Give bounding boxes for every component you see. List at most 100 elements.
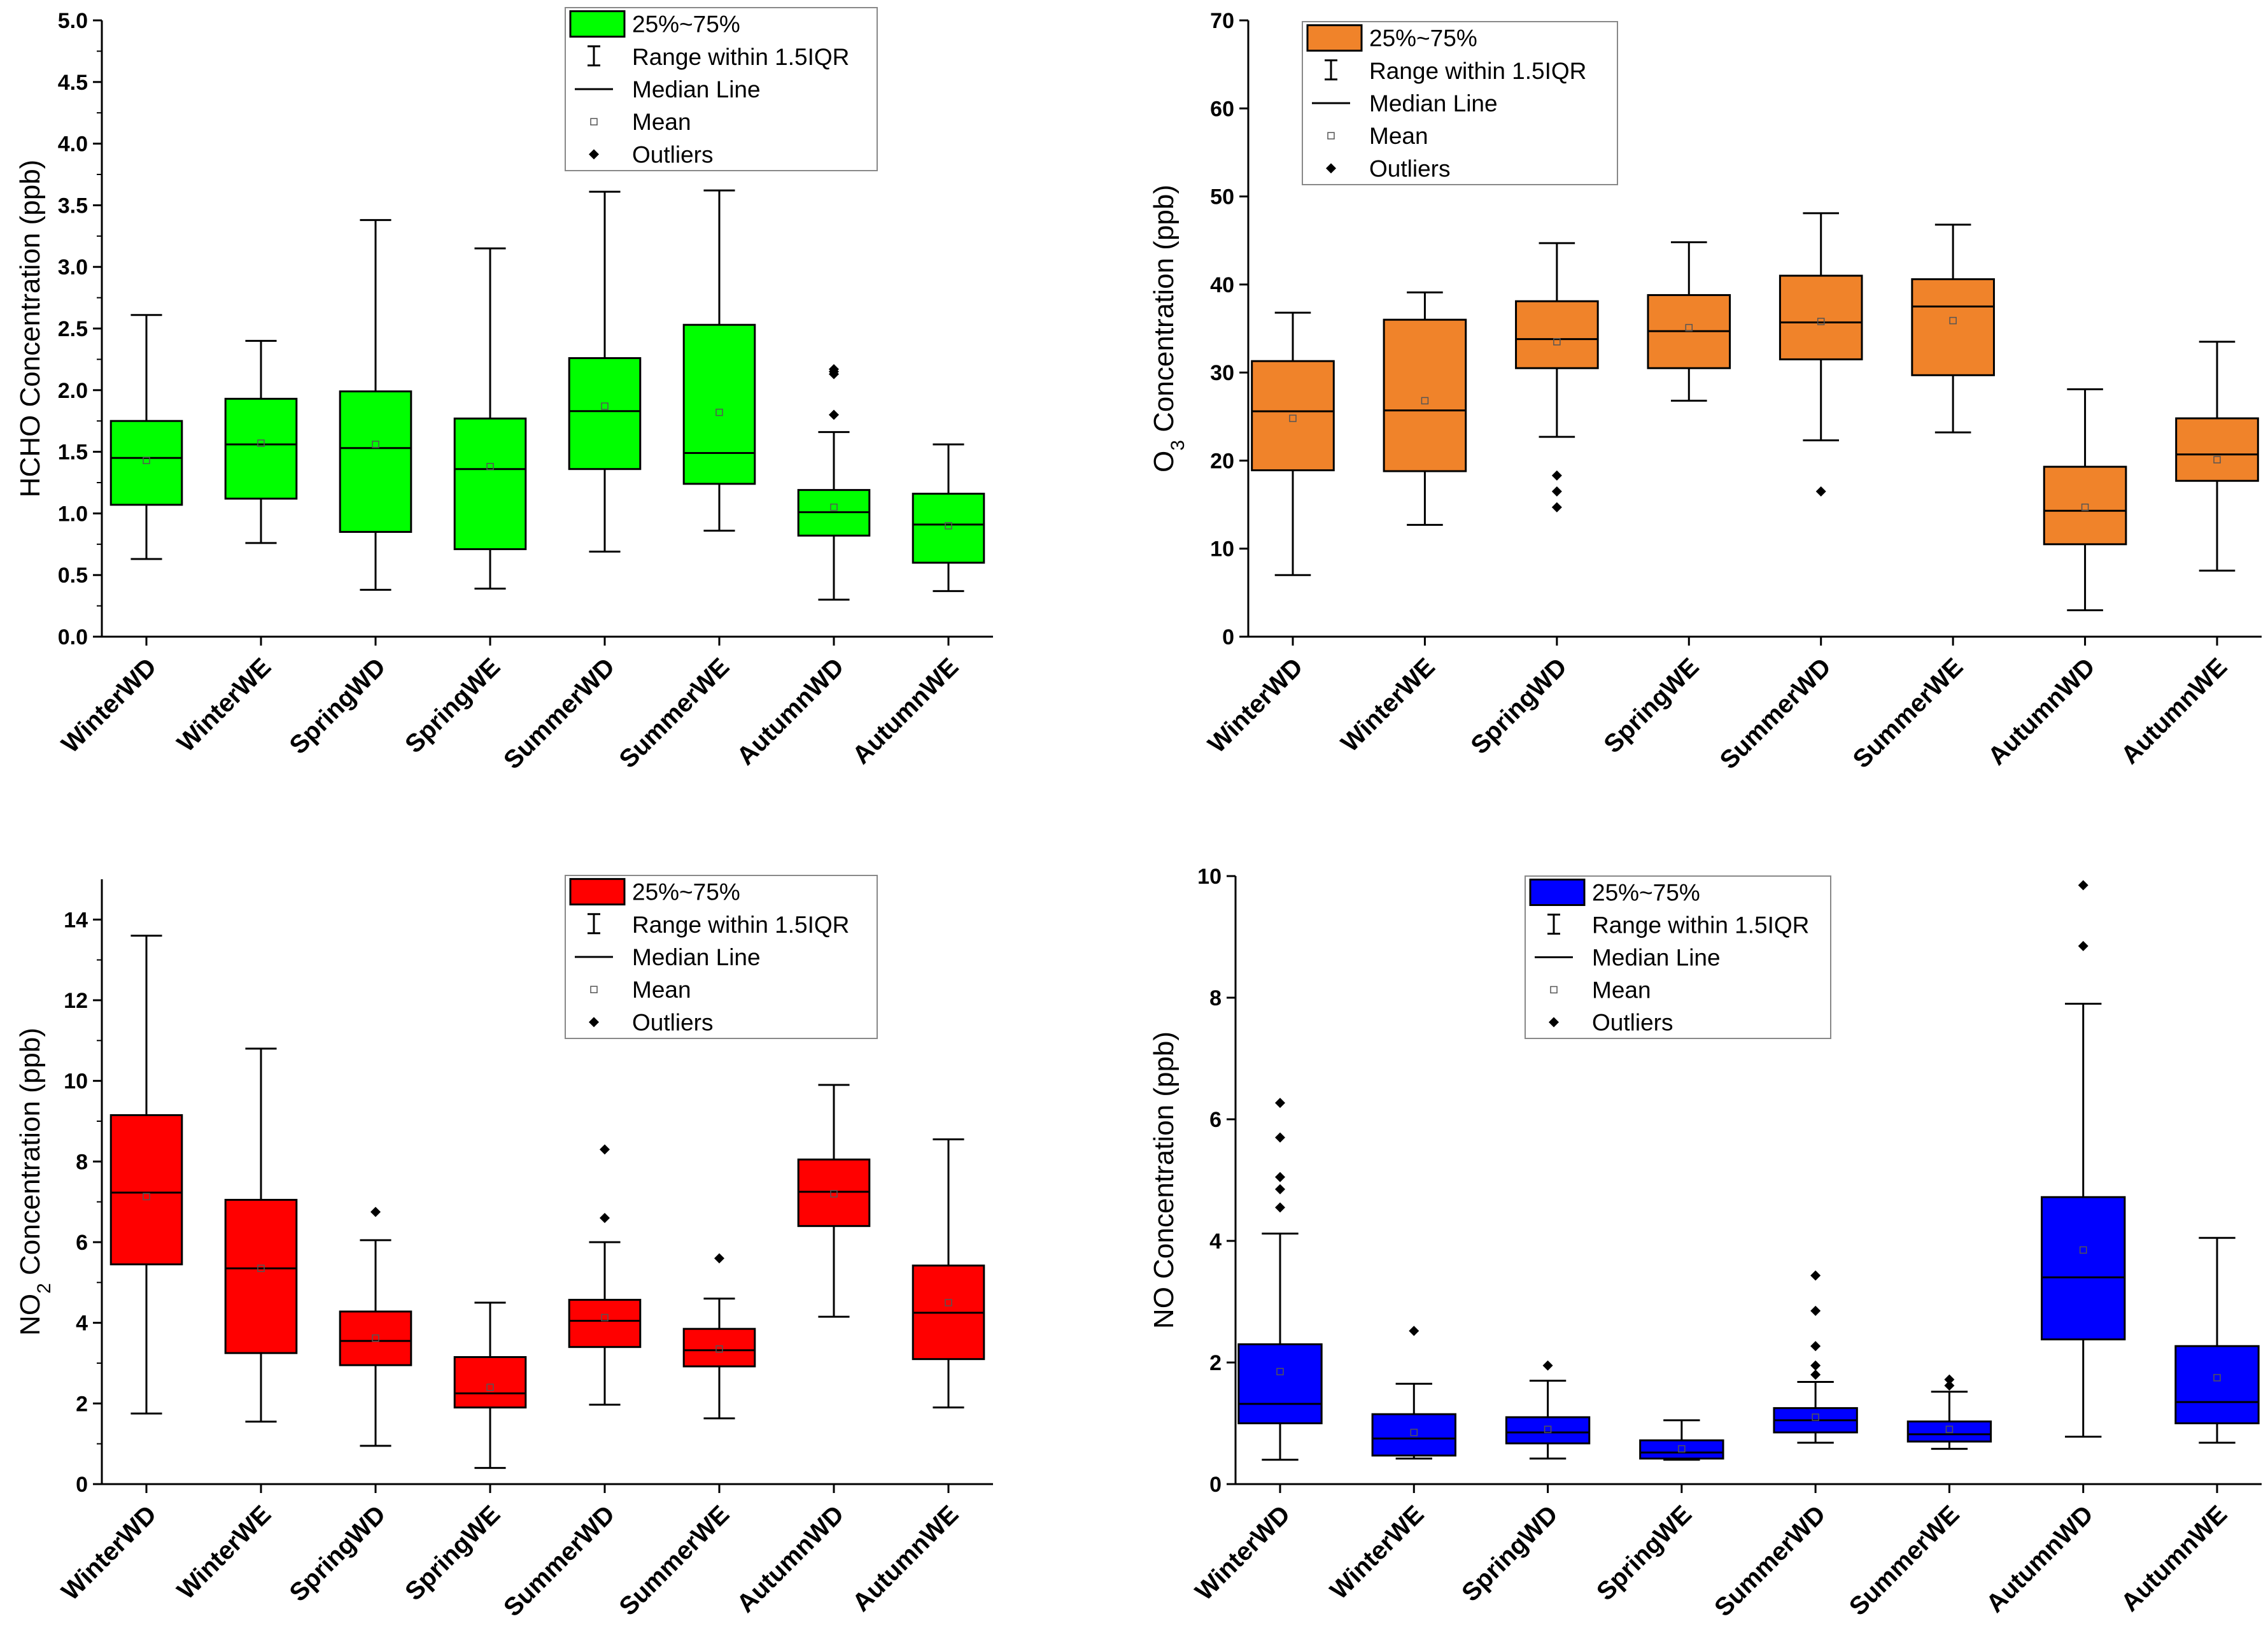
mean-marker <box>1421 397 1429 405</box>
y-tick-label: 4.0 <box>58 132 88 157</box>
legend-mean-icon <box>590 118 598 125</box>
mean-marker <box>945 1299 952 1306</box>
x-category-label: SummerWD <box>498 1500 620 1622</box>
y-axis-title-part: HCHO Concentration (ppb) <box>15 160 46 498</box>
mean-marker <box>486 463 494 471</box>
iqr-box <box>1237 1343 1323 1424</box>
box-SummerWD <box>1773 1270 1858 1444</box>
no2-chart-panel: 0 2 4 6 8 10 12 14 NO2 Concentration (ppb) Winter… <box>0 816 1134 1632</box>
y-tick-label: 20 <box>1210 449 1234 473</box>
box-SummerWE <box>682 189 756 532</box>
box-WinterWE <box>1371 1326 1456 1460</box>
legend-label-outliers: Outliers <box>1369 155 1450 181</box>
mean-marker <box>257 1264 265 1272</box>
y-tick-label: 2.0 <box>58 379 88 403</box>
mean-marker <box>1949 316 1957 325</box>
y-axis-title-part: Concentration (ppb) <box>1148 185 1180 440</box>
x-category-label: WinterWE <box>172 653 276 757</box>
outlier-point <box>1409 1326 1419 1336</box>
outlier-point <box>1542 1360 1553 1371</box>
outlier-point <box>1810 1370 1821 1380</box>
iqr-box <box>453 1356 527 1409</box>
mean-marker <box>143 1193 150 1201</box>
box-AutumnWE <box>2174 1236 2260 1444</box>
box-SummerWE <box>1911 223 1995 434</box>
x-category-label: AutumnWD <box>1981 1500 2099 1618</box>
x-category-label: SpringWE <box>1598 653 1704 758</box>
x-category-label: SummerWE <box>1848 653 1969 774</box>
legend: 25%~75% Range within 1.5IQR Median Line Mea… <box>1525 875 1831 1039</box>
legend-label-box: 25%~75% <box>1592 880 1700 906</box>
iqr-box <box>1251 360 1335 472</box>
y-tick-label: 10 <box>1210 537 1234 562</box>
x-category-label: SpringWE <box>400 1500 505 1606</box>
mean-marker <box>1817 318 1825 325</box>
x-category-label: WinterWD <box>56 653 162 758</box>
mean-marker <box>715 408 723 416</box>
mean-marker <box>1544 1426 1552 1433</box>
legend-label-range: Range within 1.5IQR <box>1369 58 1586 84</box>
mean-marker <box>486 1384 494 1391</box>
box-SpringWE <box>453 247 527 590</box>
y-axis-title: NO Concentration (ppb) <box>1148 1031 1180 1329</box>
iqr-box <box>224 397 298 500</box>
legend-outlier-icon <box>589 1017 599 1028</box>
y-tick-label: 6 <box>1209 1108 1222 1132</box>
y-tick-label: 4 <box>76 1312 88 1336</box>
iqr-box <box>339 1310 412 1366</box>
mean-marker <box>601 1313 609 1322</box>
box-SummerWE <box>682 1253 756 1420</box>
x-category-label: AutumnWE <box>847 1500 964 1617</box>
box-WinterWD <box>1237 1098 1323 1461</box>
no-chart-panel: 0 2 4 6 8 10 NO Concentration (ppb) WinterWD Win… <box>1134 816 2268 1632</box>
mean-marker <box>830 503 838 511</box>
y-tick-label: 30 <box>1210 361 1234 385</box>
y-tick-label: 40 <box>1210 273 1234 297</box>
y-axis-title-part: NO Concentration (ppb) <box>1148 1031 1180 1329</box>
outlier-point <box>1944 1380 1955 1391</box>
legend-label-mean: Mean <box>632 977 691 1003</box>
box-WinterWD <box>1251 311 1335 576</box>
box-SpringWD <box>1515 242 1599 513</box>
y-tick-label: 60 <box>1210 97 1234 121</box>
x-category-label: SummerWE <box>1844 1500 1965 1621</box>
iqr-box <box>912 492 985 564</box>
legend-label-box: 25%~75% <box>1369 25 1477 52</box>
iqr-box <box>453 417 527 551</box>
y-tick-label: 8 <box>1209 986 1222 1010</box>
mean-marker <box>372 441 379 448</box>
o3-chart-panel: 0 10 20 30 40 50 60 70 O3 Concentration (ppb) Win… <box>1134 0 2268 816</box>
x-category-label: SpringWD <box>285 1500 391 1607</box>
y-tick-label: 4 <box>1209 1229 1222 1254</box>
y-axis-title: NO2 Concentration (ppb) <box>15 1028 55 1336</box>
box-SpringWD <box>339 1207 412 1447</box>
iqr-box <box>109 420 183 506</box>
iqr-box <box>1371 1413 1456 1457</box>
box-AutumnWD <box>797 364 871 601</box>
mean-marker <box>2081 503 2089 511</box>
y-tick-label: 2.5 <box>58 317 88 341</box>
y-tick-label: 0 <box>1209 1473 1222 1497</box>
y-axis-title-part: O <box>1148 451 1180 472</box>
legend: 25%~75% Range within 1.5IQR Median Line Mea… <box>565 7 878 171</box>
y-tick-label: 3.5 <box>58 194 88 218</box>
legend-label-median: Median Line <box>1369 90 1498 117</box>
x-category-label: WinterWD <box>1202 653 1308 758</box>
mean-marker <box>257 439 265 447</box>
iqr-box <box>224 1199 298 1354</box>
outlier-point <box>1275 1184 1285 1194</box>
box-SummerWD <box>568 157 642 553</box>
x-category-label: AutumnWE <box>2116 653 2233 770</box>
box-AutumnWD <box>2041 880 2126 1438</box>
box-SpringWE <box>1647 241 1731 402</box>
y-tick-label: 0 <box>1222 625 1234 649</box>
y-tick-label: 8 <box>76 1150 88 1174</box>
legend-label-range: Range within 1.5IQR <box>632 44 849 70</box>
mean-marker <box>2213 456 2221 464</box>
iqr-box <box>2174 1345 2260 1425</box>
box-AutumnWE <box>912 443 985 592</box>
outlier-point <box>829 409 839 420</box>
legend-label-median: Median Line <box>1592 945 1721 971</box>
legend-outlier-icon <box>1326 163 1336 174</box>
